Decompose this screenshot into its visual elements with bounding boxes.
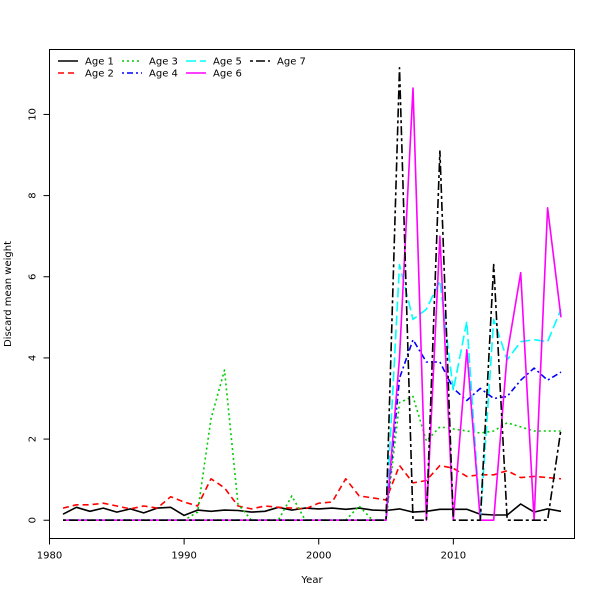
legend-label: Age 5 xyxy=(213,57,242,68)
legend-label: Age 4 xyxy=(149,69,178,80)
legend-item-age-2: Age 2 xyxy=(58,69,114,80)
x-tick-2000: 2000 xyxy=(306,538,331,562)
y-axis-title: Discard mean weight xyxy=(3,241,14,347)
y-tick-label: 4 xyxy=(28,355,39,361)
series-line-age-7 xyxy=(63,67,562,522)
y-tick-label: 6 xyxy=(28,274,39,280)
x-tick-label: 1990 xyxy=(171,551,196,562)
legend-label: Age 3 xyxy=(149,57,178,68)
y-tick-8: 8 xyxy=(28,192,50,199)
y-tick-label: 8 xyxy=(28,192,39,198)
x-tick-label: 1980 xyxy=(37,551,62,562)
legend-item-age-1: Age 1 xyxy=(58,57,114,68)
x-tick-label: 2010 xyxy=(441,551,466,562)
legend-item-age-4: Age 4 xyxy=(122,69,178,80)
series-lines xyxy=(62,67,562,522)
y-tick-label: 0 xyxy=(28,517,39,523)
x-axis: 1980 1990 2000 2010 xyxy=(37,538,466,562)
legend-label: Age 2 xyxy=(85,69,114,80)
x-tick-1990: 1990 xyxy=(171,538,197,562)
legend-label: Age 6 xyxy=(213,69,242,80)
y-tick-label: 10 xyxy=(28,108,39,121)
legend-label: Age 7 xyxy=(277,57,306,68)
series-line-age-1 xyxy=(62,503,562,517)
y-tick-0: 0 xyxy=(28,517,50,523)
x-tick-label: 2000 xyxy=(306,551,331,562)
x-tick-1980: 1980 xyxy=(37,538,62,562)
x-tick-2010: 2010 xyxy=(441,538,466,562)
x-axis-title: Year xyxy=(300,575,323,586)
series-line-age-6 xyxy=(63,87,562,522)
legend-item-age-6: Age 6 xyxy=(186,69,242,80)
y-tick-6: 6 xyxy=(28,274,50,280)
legend-label: Age 1 xyxy=(85,57,114,68)
legend-item-age-7: Age 7 xyxy=(250,57,306,68)
legend-item-age-3: Age 3 xyxy=(122,57,178,68)
y-tick-4: 4 xyxy=(28,355,50,361)
y-tick-label: 2 xyxy=(28,436,39,442)
series-line-age-2 xyxy=(62,464,562,510)
y-tick-10: 10 xyxy=(28,108,50,121)
y-tick-2: 2 xyxy=(28,436,50,442)
legend-item-age-5: Age 5 xyxy=(186,57,242,68)
y-axis: 0 2 4 6 8 10 xyxy=(28,108,50,523)
